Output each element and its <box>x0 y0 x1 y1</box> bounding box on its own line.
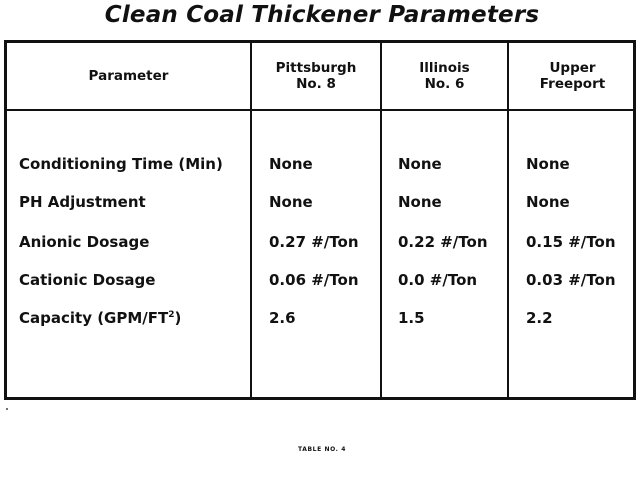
cell-value: 0.03 #/Ton <box>526 271 616 289</box>
cell-value: None <box>526 193 570 211</box>
cell-value: 0.0 #/Ton <box>398 271 478 289</box>
column-divider <box>507 43 509 397</box>
cell-value: 1.5 <box>398 309 425 327</box>
row-label-suffix: ) <box>174 309 182 327</box>
header-line: No. 8 <box>296 76 336 92</box>
header-line: Illinois <box>419 60 470 76</box>
header-line: Freeport <box>539 76 606 92</box>
table-row: Cationic Dosage 0.06 #/Ton 0.0 #/Ton 0.0… <box>7 271 633 295</box>
table-row: Anionic Dosage 0.27 #/Ton 0.22 #/Ton 0.1… <box>7 233 633 257</box>
page-title: Clean Coal Thickener Parameters <box>104 2 540 28</box>
cell-value: 0.15 #/Ton <box>526 233 616 251</box>
scan-speck <box>6 408 8 410</box>
header-line: Upper <box>549 60 596 76</box>
header-pittsburgh: Pittsburgh No. 8 <box>252 43 380 109</box>
row-label-text: Capacity (GPM/FT <box>19 309 169 327</box>
table-row: Conditioning Time (Min) None None None <box>7 155 633 179</box>
table-caption: TABLE NO. 4 <box>298 446 346 453</box>
cell-value: None <box>526 155 570 173</box>
table-row: Capacity (GPM/FT2) 2.6 1.5 2.2 <box>7 309 633 333</box>
cell-value: None <box>398 193 442 211</box>
row-label: Conditioning Time (Min) <box>19 155 223 173</box>
header-parameter: Parameter <box>88 68 169 84</box>
header-upper-freeport: Upper Freeport <box>509 43 636 109</box>
cell-value: None <box>269 155 313 173</box>
cell-value: 0.06 #/Ton <box>269 271 359 289</box>
header-divider <box>7 109 633 111</box>
cell-value: 0.22 #/Ton <box>398 233 488 251</box>
header-line: No. 6 <box>424 76 465 92</box>
header-line: Pittsburgh <box>275 60 357 76</box>
column-divider <box>250 43 252 397</box>
cell-value: 0.27 #/Ton <box>269 233 359 251</box>
cell-value: 2.6 <box>269 309 296 327</box>
row-label: Anionic Dosage <box>19 233 150 251</box>
row-label-superscript: 2 <box>168 310 175 320</box>
cell-value: None <box>269 193 313 211</box>
table-row: PH Adjustment None None None <box>7 193 633 217</box>
row-label: Cationic Dosage <box>19 271 156 289</box>
header-illinois: Illinois No. 6 <box>382 43 507 109</box>
column-divider <box>380 43 382 397</box>
row-label: Capacity (GPM/FT2) <box>19 309 181 327</box>
row-label: PH Adjustment <box>19 193 146 211</box>
parameters-table: Parameter Pittsburgh No. 8 Illinois No. … <box>4 40 636 400</box>
cell-value: 2.2 <box>526 309 553 327</box>
cell-value: None <box>398 155 442 173</box>
